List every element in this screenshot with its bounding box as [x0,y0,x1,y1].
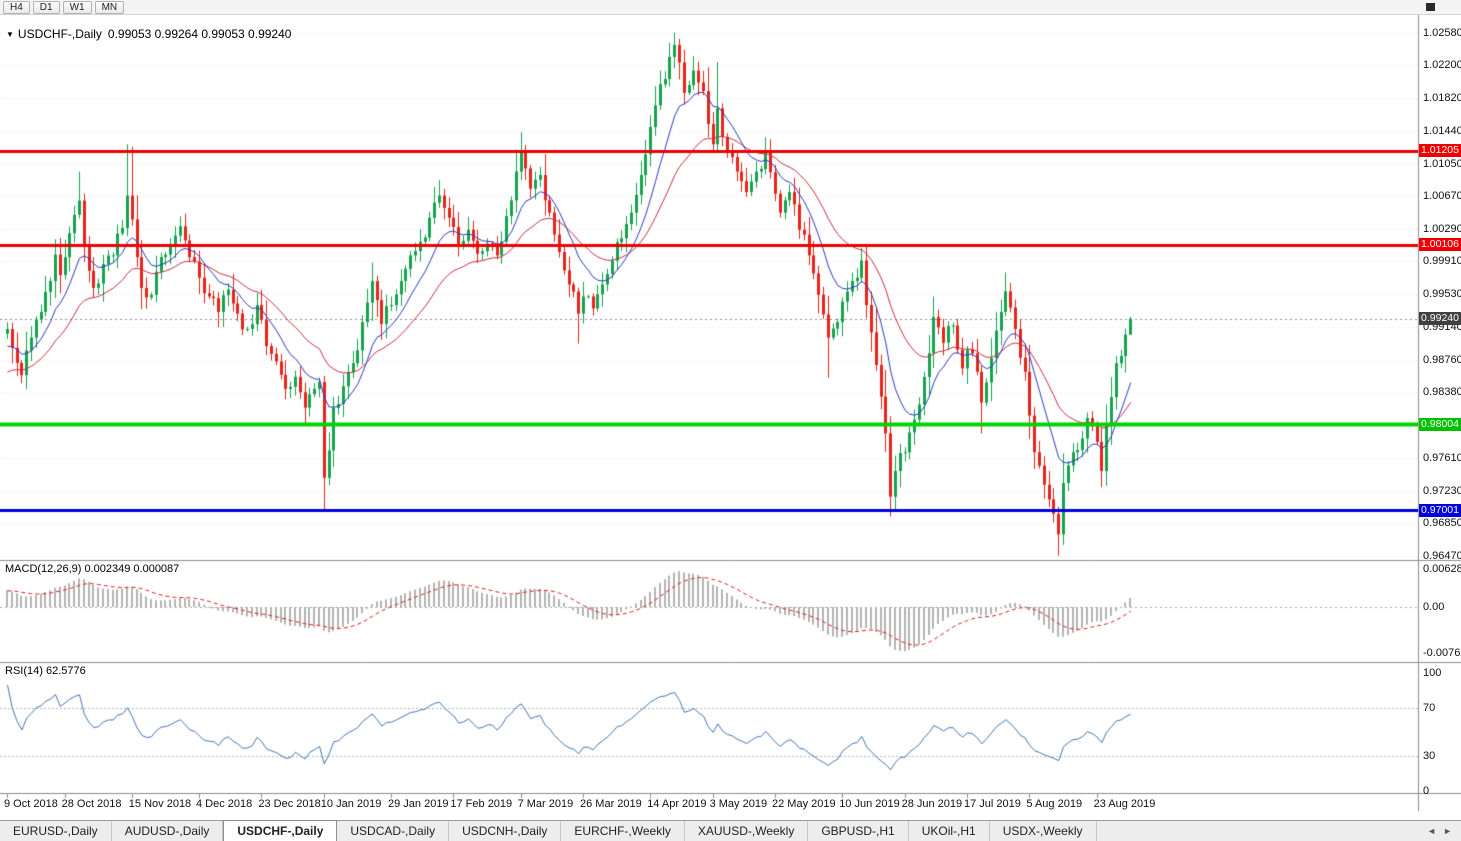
timeframe-buttons: H4 D1 W1 MN [0,0,125,14]
timeframe-toolbar: H4 D1 W1 MN [0,0,1461,15]
tabs-scroll-right-button[interactable]: ► [1443,826,1452,836]
chart-tab-usdchf[interactable]: USDCHF-,Daily [223,820,338,841]
tabs-scroll-left-button[interactable]: ◄ [1427,826,1437,836]
date-axis-label: 23 Aug 2019 [1093,798,1156,810]
date-axis-label: 17 Jul 2019 [964,798,1021,810]
rsi-axis-label: 0 [1423,785,1430,797]
date-axis-label: 22 May 2019 [772,798,836,810]
chart-tab-usdx[interactable]: USDX-,Weekly [990,821,1097,841]
price-axis-label: 1.01050 [1423,157,1461,170]
date-axis-label: 7 Mar 2019 [517,798,574,810]
chart-tab-eurchf[interactable]: EURCHF-,Weekly [561,821,685,841]
toolbar-corner-icon[interactable] [1426,3,1435,11]
macd-axis-label: 0.00 [1423,601,1445,613]
price-tag-resistance-lower: 1.00106 [1419,238,1461,252]
price-tag-support-green: 0.98004 [1419,417,1461,431]
chart-tab-ukoil[interactable]: UKOil-,H1 [909,821,990,841]
chart-header: ▼ USDCHF-,Daily 0.99053 0.99264 0.99053 0.… [6,27,291,41]
price-chart-canvas[interactable] [0,15,1461,820]
rsi-axis-label: 100 [1423,667,1442,679]
chart-tab-xauusd[interactable]: XAUUSD-,Weekly [685,821,809,841]
tab-scroll-arrows: ◄ ► [1427,821,1461,841]
chart-workspace: ▼ USDCHF-,Daily 0.99053 0.99264 0.99053 0.… [0,15,1461,820]
chart-tab-usdcad[interactable]: USDCAD-,Daily [337,821,450,841]
ohlc-values: 0.99053 0.99264 0.99053 0.99240 [107,27,292,41]
price-axis-label: 0.98760 [1423,353,1461,366]
rsi-axis-label: 70 [1423,702,1436,715]
date-axis-label: 10 Jun 2019 [839,798,900,810]
price-axis-label: 1.01820 [1423,91,1461,104]
date-axis-label: 10 Jan 2019 [320,798,382,810]
chart-tab-bar: EURUSD-,Daily AUDUSD-,Daily USDCHF-,Daily U… [0,820,1461,841]
date-axis-label: 28 Jun 2019 [901,798,963,810]
chart-tab-audusd[interactable]: AUDUSD-,Daily [112,821,224,841]
price-tag-current-price: 0.99240 [1419,312,1461,326]
date-axis-label: 5 Aug 2019 [1026,798,1083,810]
price-axis-label: 1.02200 [1423,59,1461,72]
date-axis-label: 3 May 2019 [709,798,768,810]
rsi-indicator-label: RSI(14) 62.5776 [5,665,86,677]
date-axis-label: 28 Oct 2018 [61,798,122,810]
price-axis-label: 0.96850 [1423,517,1461,530]
timeframe-button-mn[interactable]: MN [94,0,125,14]
timeframe-button-h4[interactable]: H4 [3,0,30,14]
price-axis-label: 1.00670 [1423,190,1461,203]
price-axis-label: 0.98380 [1423,386,1461,399]
chart-tabs: EURUSD-,Daily AUDUSD-,Daily USDCHF-,Daily U… [0,820,1097,841]
price-axis-label: 1.01440 [1423,124,1461,137]
chart-tab-eurusd[interactable]: EURUSD-,Daily [0,821,112,841]
price-axis-label: 0.99530 [1423,287,1461,300]
timeframe-button-w1[interactable]: W1 [62,0,92,14]
macd-indicator-label: MACD(12,26,9) 0.002349 0.000087 [5,563,180,575]
price-tag-support-blue: 0.97001 [1419,503,1461,517]
chart-tab-usdcnh[interactable]: USDCNH-,Daily [449,821,562,841]
price-tag-resistance-upper: 1.01205 [1419,144,1461,158]
date-axis-label: 15 Nov 2018 [128,798,192,810]
price-axis-label: 0.96470 [1423,549,1461,562]
macd-axis-label: -0.00762 [1423,646,1461,659]
macd-axis-label: 0.00628 [1423,563,1461,576]
date-axis-label: 29 Jan 2019 [388,798,449,810]
price-axis-label: 1.02580 [1423,26,1461,39]
date-axis-label: 14 Apr 2019 [647,798,707,810]
price-axis-label: 0.99910 [1423,255,1461,268]
date-axis-label: 17 Feb 2019 [450,798,513,810]
price-axis-label: 0.97610 [1423,452,1461,465]
chart-tab-gbpusd[interactable]: GBPUSD-,H1 [808,821,909,841]
symbol-title: USDCHF-,Daily [17,27,102,41]
price-axis-label: 1.00290 [1423,222,1461,235]
price-axis-label: 0.97230 [1423,484,1461,497]
date-axis-label: 4 Dec 2018 [196,798,253,810]
date-axis-label: 23 Dec 2018 [258,798,321,810]
date-axis-label: 9 Oct 2018 [4,798,58,810]
timeframe-button-d1[interactable]: D1 [32,0,60,14]
date-axis-label: 26 Mar 2019 [580,798,642,810]
rsi-axis-label: 30 [1423,749,1436,762]
symbol-dropdown-icon[interactable]: ▼ [6,30,14,39]
